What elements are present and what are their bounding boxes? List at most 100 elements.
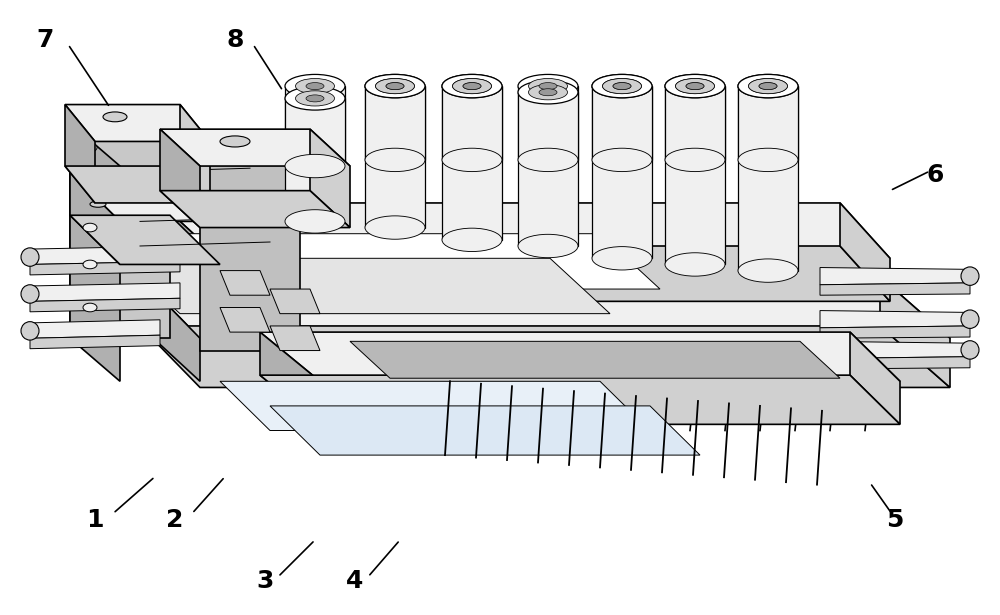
Ellipse shape — [665, 253, 725, 276]
Polygon shape — [200, 135, 300, 351]
Polygon shape — [65, 166, 210, 203]
Polygon shape — [850, 332, 900, 424]
Polygon shape — [820, 311, 970, 328]
Polygon shape — [160, 246, 890, 301]
Ellipse shape — [686, 82, 704, 90]
Ellipse shape — [386, 82, 404, 90]
Polygon shape — [70, 123, 120, 381]
Ellipse shape — [592, 247, 652, 270]
Polygon shape — [820, 326, 970, 338]
Polygon shape — [220, 271, 270, 295]
Ellipse shape — [83, 143, 97, 152]
Ellipse shape — [365, 148, 425, 172]
Ellipse shape — [442, 228, 502, 252]
Ellipse shape — [365, 74, 425, 98]
Polygon shape — [350, 341, 840, 378]
Text: 3: 3 — [256, 569, 274, 593]
Polygon shape — [270, 326, 320, 351]
Ellipse shape — [463, 82, 481, 90]
Polygon shape — [70, 215, 220, 264]
Ellipse shape — [296, 91, 334, 106]
Ellipse shape — [220, 136, 250, 147]
Ellipse shape — [442, 74, 502, 98]
Polygon shape — [180, 234, 660, 289]
Ellipse shape — [365, 74, 425, 98]
Polygon shape — [180, 105, 210, 203]
Ellipse shape — [961, 341, 979, 359]
Polygon shape — [70, 123, 170, 338]
Text: 4: 4 — [346, 569, 364, 593]
Ellipse shape — [376, 79, 415, 93]
Ellipse shape — [452, 79, 492, 93]
Polygon shape — [70, 172, 220, 221]
Ellipse shape — [90, 184, 106, 191]
Ellipse shape — [442, 74, 502, 98]
Text: 1: 1 — [86, 507, 104, 532]
Polygon shape — [160, 203, 220, 301]
Ellipse shape — [592, 148, 652, 172]
Ellipse shape — [285, 154, 345, 178]
Ellipse shape — [602, 79, 642, 93]
Ellipse shape — [285, 210, 345, 233]
Polygon shape — [820, 268, 970, 285]
Ellipse shape — [442, 148, 502, 172]
Polygon shape — [30, 261, 180, 275]
Polygon shape — [270, 289, 320, 314]
Polygon shape — [140, 277, 200, 381]
Polygon shape — [160, 203, 890, 258]
Text: 6: 6 — [926, 163, 944, 188]
Polygon shape — [260, 375, 900, 424]
Ellipse shape — [518, 74, 578, 98]
Ellipse shape — [686, 82, 704, 90]
Text: 8: 8 — [226, 28, 244, 52]
Polygon shape — [820, 341, 970, 359]
Ellipse shape — [83, 260, 97, 269]
Polygon shape — [840, 203, 890, 301]
Ellipse shape — [306, 82, 324, 90]
Polygon shape — [120, 258, 610, 314]
Polygon shape — [738, 86, 798, 271]
Polygon shape — [880, 277, 950, 387]
Ellipse shape — [285, 87, 345, 110]
Polygon shape — [140, 277, 950, 338]
Ellipse shape — [365, 216, 425, 239]
Polygon shape — [592, 86, 652, 160]
Polygon shape — [518, 92, 578, 160]
Ellipse shape — [21, 322, 39, 340]
Ellipse shape — [613, 82, 631, 90]
Polygon shape — [260, 332, 900, 381]
Ellipse shape — [539, 89, 557, 96]
Ellipse shape — [452, 79, 492, 93]
Ellipse shape — [592, 74, 652, 98]
Text: 7: 7 — [36, 28, 54, 52]
Polygon shape — [260, 332, 320, 424]
Polygon shape — [30, 335, 160, 349]
Polygon shape — [518, 86, 578, 246]
Polygon shape — [820, 357, 970, 369]
Ellipse shape — [676, 79, 714, 93]
Ellipse shape — [613, 82, 631, 90]
Ellipse shape — [961, 267, 979, 285]
Polygon shape — [365, 86, 425, 160]
Ellipse shape — [748, 79, 788, 93]
Ellipse shape — [961, 310, 979, 328]
Polygon shape — [310, 129, 350, 228]
Polygon shape — [665, 86, 725, 160]
Polygon shape — [220, 308, 270, 332]
Polygon shape — [592, 86, 652, 258]
Ellipse shape — [386, 82, 404, 90]
Polygon shape — [442, 86, 502, 160]
Polygon shape — [285, 86, 345, 221]
Polygon shape — [738, 86, 798, 160]
Polygon shape — [30, 298, 180, 312]
Polygon shape — [140, 326, 950, 387]
Ellipse shape — [518, 148, 578, 172]
Ellipse shape — [296, 79, 334, 93]
Ellipse shape — [21, 248, 39, 266]
Ellipse shape — [83, 223, 97, 232]
Ellipse shape — [738, 74, 798, 98]
Polygon shape — [65, 105, 95, 203]
Ellipse shape — [83, 180, 97, 189]
Ellipse shape — [528, 85, 568, 100]
Polygon shape — [220, 381, 650, 430]
